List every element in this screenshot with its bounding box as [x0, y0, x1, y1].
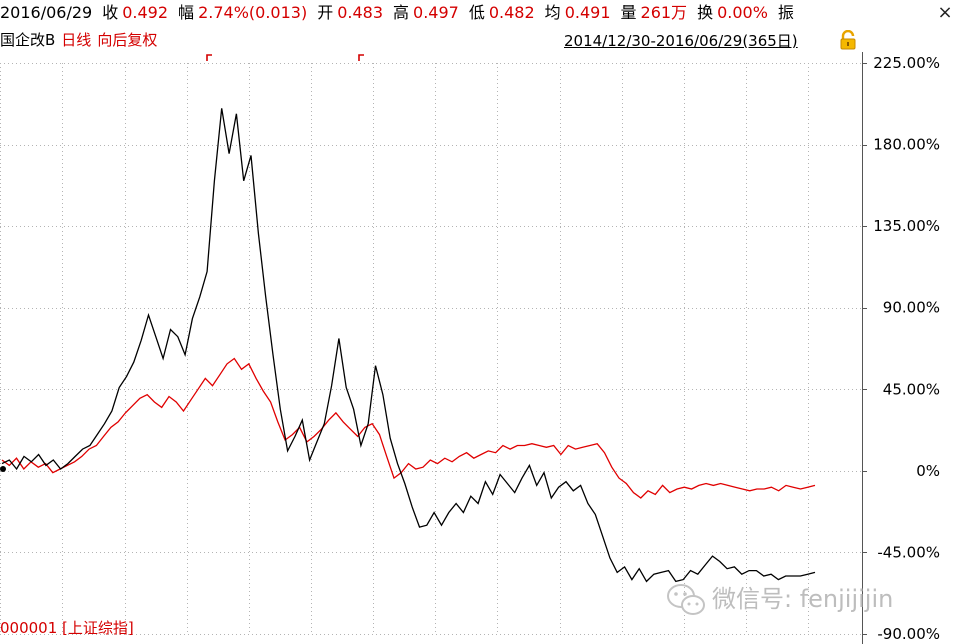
quote-label: 量	[620, 3, 637, 22]
quote-value: 261万	[640, 3, 688, 22]
quote-value: 0.00%	[717, 3, 768, 22]
y-tick-label: 90.00%	[883, 299, 940, 317]
watermark-text: 微信号: fenjijijin	[712, 585, 894, 613]
wechat-icon	[667, 584, 705, 615]
quote-label: 均	[544, 3, 561, 22]
quote-value: 0.497	[413, 3, 459, 22]
index-label[interactable]: 000001 [上证综指]	[0, 619, 134, 637]
series-line-index	[1, 357, 816, 499]
start-marker	[0, 466, 6, 472]
quote-label: 高	[393, 3, 410, 22]
quote-value: 0.482	[488, 3, 535, 22]
period-marker	[358, 54, 364, 61]
quote-label: 低	[468, 3, 485, 22]
y-axis-ticks: 225.00% 180.00% 135.00% 90.00% 45.00% 0% -45.0…	[862, 54, 940, 643]
close-icon[interactable]: ×	[937, 2, 953, 23]
quote-value: 0.483	[337, 3, 384, 22]
y-tick-label: -90.00%	[877, 625, 940, 643]
quote-label: 幅	[178, 3, 195, 22]
lock-icon[interactable]	[838, 30, 858, 50]
grid-layer	[0, 52, 863, 644]
quote-value: 0.491	[564, 3, 611, 22]
y-tick-label: 45.00%	[883, 380, 940, 398]
quote-value: 2016/06/29	[0, 3, 93, 22]
y-tick-label: -45.00%	[877, 543, 940, 561]
quote-value: 0.492	[122, 3, 169, 22]
quote-value: 2.74%(0.013)	[198, 3, 308, 22]
date-range[interactable]: 2014/12/30-2016/06/29(365日)	[564, 32, 798, 50]
security-title: 国企改B 日线 向后复权	[0, 30, 157, 50]
period-markers	[206, 54, 364, 61]
y-tick-label: 0%	[916, 462, 940, 480]
adjust-label[interactable]: 向后复权	[97, 31, 158, 49]
y-tick-label: 180.00%	[873, 136, 940, 154]
quote-bar: 2016/06/29 收 0.492 幅 2.74%(0.013) 开 0.483 高 0.49…	[0, 0, 961, 26]
series-line-main	[1, 108, 816, 583]
quote-label: 开	[317, 3, 334, 22]
period-marker	[206, 54, 212, 61]
security-name: 国企改B	[0, 31, 56, 49]
y-tick-label: 135.00%	[873, 217, 940, 235]
quote-label: 收	[102, 3, 119, 22]
quote-label: 换	[697, 3, 714, 22]
quote-label: 振	[777, 3, 794, 22]
y-tick-label: 225.00%	[873, 54, 940, 72]
period-label[interactable]: 日线	[61, 31, 92, 49]
